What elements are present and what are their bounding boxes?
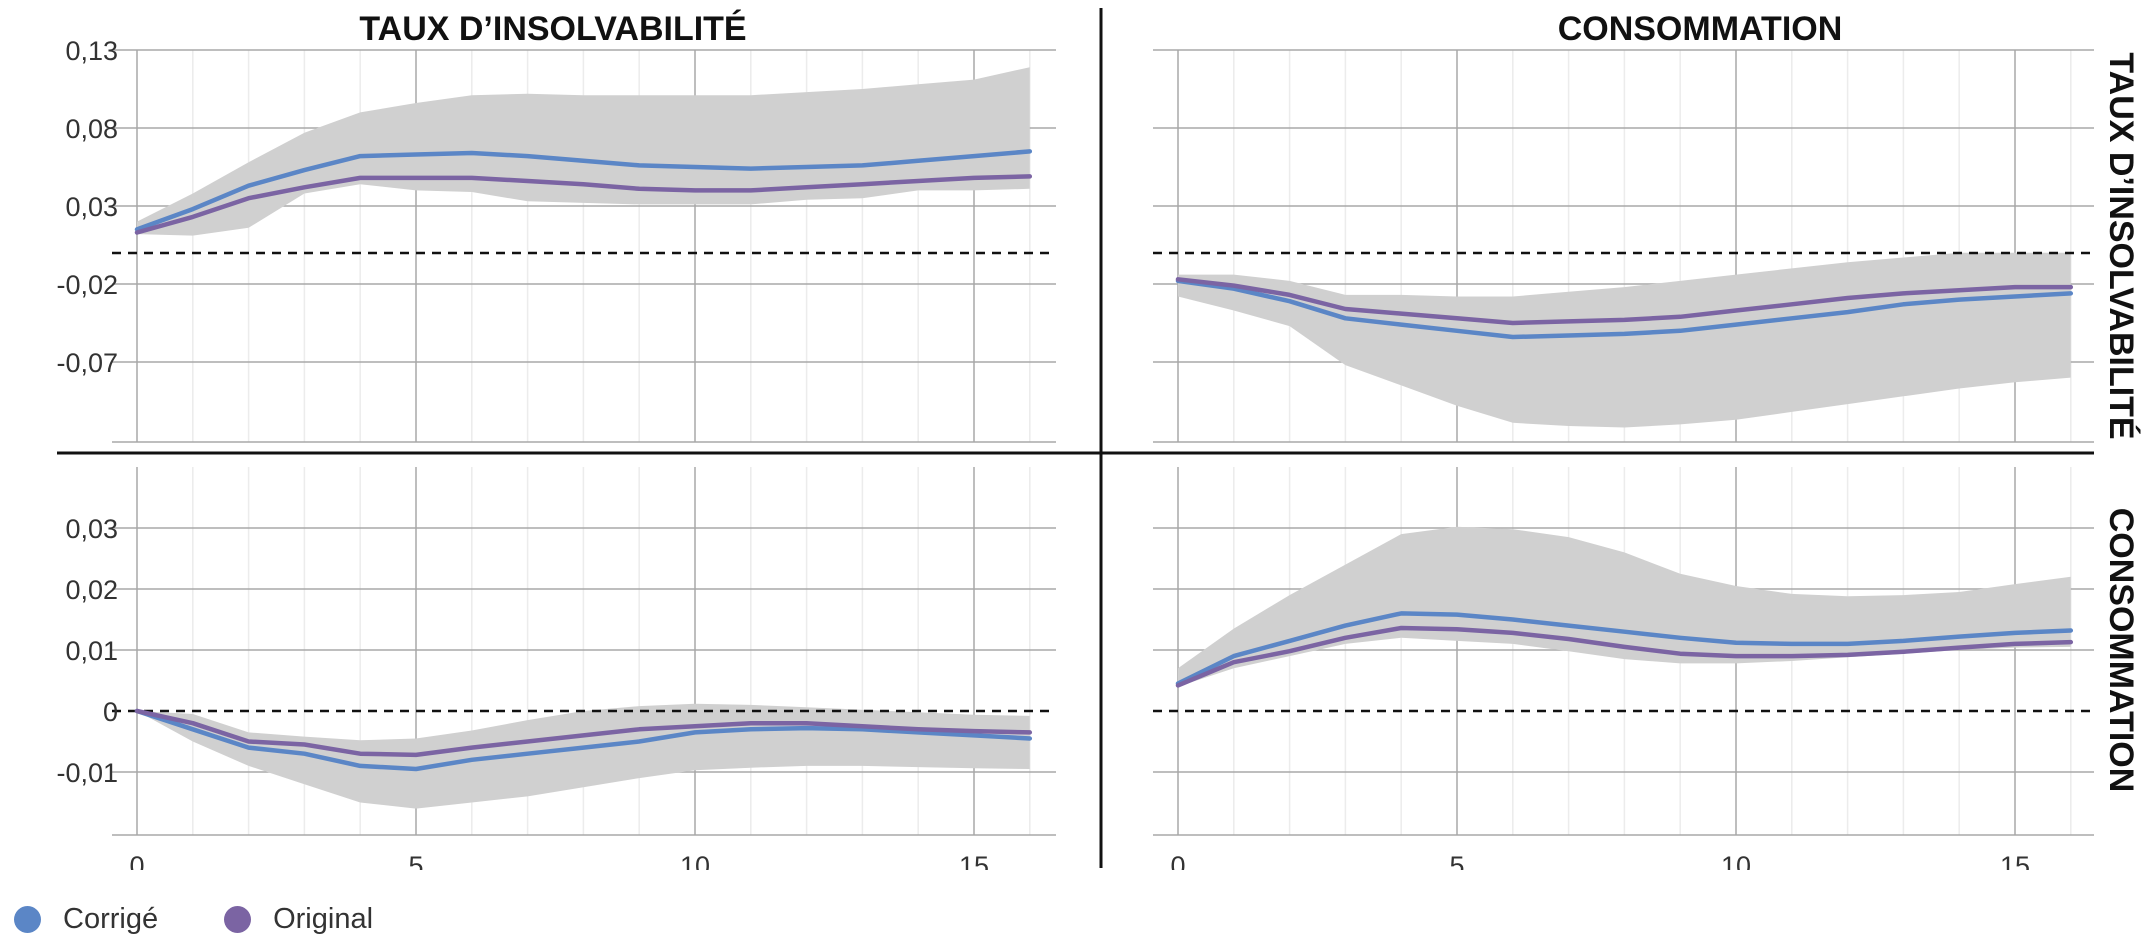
series-line-corrige-insolvency-insolvency [134,149,1033,232]
column-title-0: TAUX D’INSOLVABILITÉ [359,10,746,48]
legend-dot-original [224,906,252,933]
series-line-corrige-consumption-consumption [1175,611,2074,686]
x-tick-label-consumption-consumption: 15 [2000,851,2030,870]
column-title-1: CONSOMMATION [1558,10,1843,48]
label-layer: 0,13 0,08 0,03 -0,02 -0,07 0,03 0,02 0,01 0 -0,01… [56,10,2140,870]
row-title-1: CONSOMMATION [2102,508,2140,793]
legend-dot-corrige [14,906,41,933]
legend-item-original[interactable]: Original [224,903,373,936]
series-line-original-insolvency-consumption [1175,277,2074,326]
x-tick-label-consumption-consumption: 0 [1170,851,1185,870]
x-tick-label-consumption-insolvency: 5 [408,851,423,870]
chart: 0,13 0,08 0,03 -0,02 -0,07 0,03 0,02 0,01 0 -0,01… [56,8,2140,870]
confidence-band-insolvency-insolvency [137,67,1030,236]
legend-label-original: Original [273,903,374,935]
y-tick-label-consumption-insolvency: 0,03 [65,514,118,544]
legend: Corrigé Original [14,903,439,936]
series-line-original-insolvency-insolvency [134,174,1033,235]
series-line-corrige-consumption-insolvency [134,708,1033,772]
line-layer [112,149,2094,772]
y-tick-label-insolvency-insolvency: -0,02 [56,270,118,300]
series-line-corrige-insolvency-consumption [1175,278,2074,340]
series-line-original-consumption-insolvency [134,708,1033,758]
frame-layer [57,8,2094,868]
x-tick-label-consumption-insolvency: 0 [129,851,144,870]
legend-item-corrige[interactable]: Corrigé [14,903,158,936]
row-title-0: TAUX D’INSOLVABILITÉ [2102,52,2140,439]
x-tick-label-consumption-insolvency: 15 [959,851,989,870]
legend-label-corrige: Corrigé [63,903,159,935]
y-tick-label-insolvency-insolvency: 0,03 [65,192,118,222]
y-tick-label-consumption-insolvency: 0,02 [65,575,118,605]
x-tick-label-consumption-consumption: 10 [1721,851,1751,870]
y-tick-label-consumption-insolvency: 0 [103,697,118,727]
y-tick-label-insolvency-insolvency: -0,07 [56,348,118,378]
y-tick-label-insolvency-insolvency: 0,08 [65,114,118,144]
x-tick-label-consumption-consumption: 5 [1449,851,1464,870]
y-tick-label-consumption-insolvency: -0,01 [56,758,118,788]
series-line-original-consumption-consumption [1175,625,2074,688]
x-tick-label-consumption-insolvency: 10 [680,851,710,870]
y-tick-label-consumption-insolvency: 0,01 [65,636,118,666]
confidence-band-consumption-consumption [1178,526,2071,687]
y-tick-label-insolvency-insolvency: 0,13 [65,36,118,66]
